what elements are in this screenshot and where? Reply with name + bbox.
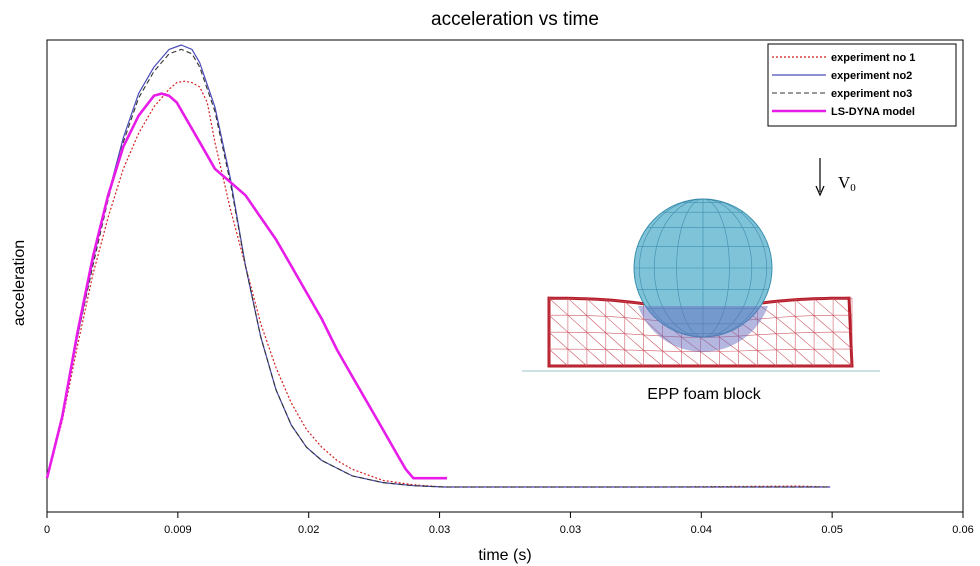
x-tick-label: 0.02 <box>298 524 319 536</box>
legend-entry: experiment no3 <box>831 88 912 100</box>
velocity-arrow-icon <box>815 158 825 197</box>
sphere-contact-shade <box>638 306 768 352</box>
x-axis-ticks: 0 0.009 0.02 0.03 0.03 0.04 0.05 0.06 <box>44 512 974 536</box>
foam-block-caption: EPP foam block <box>647 386 762 403</box>
series-line <box>45 92 447 480</box>
x-tick-label: 0.03 <box>560 524 581 536</box>
legend-entry: LS-DYNA model <box>831 106 915 118</box>
legend-entry: experiment no2 <box>831 70 912 82</box>
x-tick-label: 0.06 <box>952 524 973 536</box>
legend: experiment no 1 experiment no2 experiment … <box>767 43 957 127</box>
series-layer <box>45 44 831 488</box>
x-tick-label: 0.03 <box>429 524 450 536</box>
x-tick-label: 0.05 <box>821 524 842 536</box>
legend-entry: experiment no 1 <box>831 52 915 64</box>
x-tick-label: 0 <box>44 524 50 536</box>
plot-frame <box>46 39 964 513</box>
x-axis-label: time (s) <box>478 547 531 564</box>
impactor-sphere <box>633 198 773 352</box>
x-tick-label: 0.009 <box>164 524 192 536</box>
foam-block-inset: EPP foam block V0 <box>522 158 880 403</box>
legend-box <box>767 43 957 127</box>
x-tick-label: 0.04 <box>691 524 712 536</box>
velocity-label: V0 <box>838 173 856 194</box>
chart-title: acceleration vs time <box>431 9 599 30</box>
y-axis-label: acceleration <box>11 240 28 326</box>
